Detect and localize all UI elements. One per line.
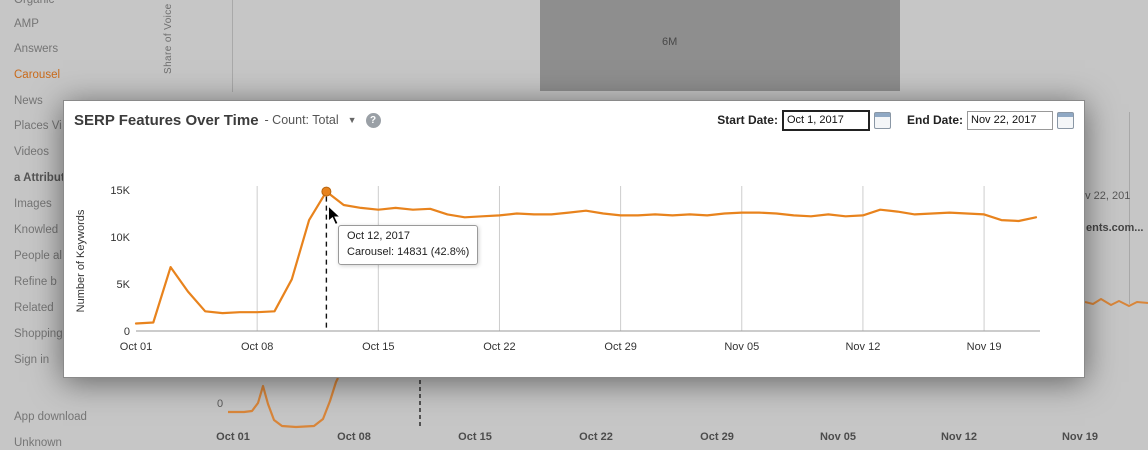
svg-text:Nov 19: Nov 19 (967, 341, 1002, 353)
tooltip-date: Oct 12, 2017 (347, 230, 410, 242)
calendar-icon[interactable] (873, 111, 891, 129)
end-date-input[interactable] (967, 110, 1053, 130)
background-axis-label: Oct 22 (579, 431, 613, 443)
date-range-controls: Start Date: End Date: (717, 109, 1074, 131)
background-gridline (1129, 112, 1130, 304)
svg-text:10K: 10K (110, 232, 130, 244)
chart-tooltip: Oct 12, 2017 Carousel: 14831 (42.8%) (338, 225, 479, 265)
svg-text:Oct 01: Oct 01 (120, 341, 152, 353)
svg-text:Nov 05: Nov 05 (724, 341, 759, 353)
svg-text:5K: 5K (117, 279, 131, 291)
background-axis-label: Nov 05 (819, 431, 857, 443)
background-chart-fragment (228, 377, 421, 429)
sidebar-item-videos[interactable]: Videos (14, 146, 49, 158)
svg-text:Nov 12: Nov 12 (845, 341, 880, 353)
svg-text:Oct 22: Oct 22 (483, 341, 515, 353)
background-text-fragment: ov 22, 201 (1079, 190, 1131, 202)
start-date-input[interactable] (781, 109, 870, 131)
sidebar-item-unknown[interactable]: Unknown (14, 437, 62, 449)
background-text-fragment: ents.com... (1086, 222, 1144, 234)
start-date-label: Start Date: (717, 113, 778, 127)
count-mode-label: - Count: Total (264, 113, 339, 127)
chart-modal: SERP Features Over Time - Count: Total ▼… (63, 100, 1085, 378)
modal-header: SERP Features Over Time - Count: Total ▼… (64, 101, 1084, 133)
svg-text:Oct 29: Oct 29 (604, 341, 636, 353)
sidebar-item-answers[interactable]: Answers (14, 43, 59, 55)
sidebar-item-shopping[interactable]: Shopping (14, 328, 63, 340)
background-chart-fragment (1085, 298, 1148, 307)
sidebar-item-places-vi[interactable]: Places Vi (14, 120, 62, 132)
sidebar-item-refine-b[interactable]: Refine b (14, 276, 57, 288)
sidebar-item-sign-in[interactable]: Sign in (14, 354, 50, 366)
sidebar-item-people-al[interactable]: People al (14, 250, 62, 262)
tooltip-value: Carousel: 14831 (42.8%) (347, 245, 470, 258)
background-axis-label: Oct 08 (337, 431, 371, 443)
chart-plot-area[interactable]: Oct 01 Oct 08 Oct 15 Oct 22 Oct 29 Nov 05 Nov … (64, 135, 1086, 379)
background-axis-label: Nov 19 (1061, 431, 1099, 443)
background-gridline (232, 0, 233, 92)
help-icon[interactable]: ? (365, 112, 381, 128)
background-axis-labels: Oct 01 Oct 08 Oct 15 Oct 22 Oct 29 Nov 05 Nov … (0, 431, 1148, 447)
calendar-icon[interactable] (1057, 111, 1074, 129)
background-axis-label: Nov 12 (940, 431, 978, 443)
sidebar-item-a-attribut[interactable]: a Attribut (14, 172, 65, 184)
sidebar-item-app-download[interactable]: App download (14, 411, 87, 423)
background-tooltip-label: 6M (662, 36, 678, 48)
background-axis-label: Oct 01 (216, 431, 250, 443)
sidebar-item-carousel[interactable]: Carousel (14, 69, 61, 81)
chevron-down-icon[interactable]: ▼ (347, 115, 357, 125)
svg-text:0: 0 (124, 326, 130, 338)
sidebar-item-images[interactable]: Images (14, 198, 52, 210)
svg-text:15K: 15K (110, 185, 130, 197)
background-tooltip-box: 6M (540, 0, 900, 91)
sidebar-item-amp[interactable]: AMP (14, 18, 39, 30)
background-axis-label: Oct 29 (700, 431, 734, 443)
page-title: SERP Features Over Time (74, 111, 259, 129)
sidebar-item-related[interactable]: Related (14, 302, 54, 314)
sidebar-item-organic[interactable]: Organic (14, 0, 55, 6)
background-axis-label: Oct 15 (458, 431, 492, 443)
sidebar-item-news[interactable]: News (14, 95, 43, 107)
sidebar-item-knowled[interactable]: Knowled (14, 224, 59, 236)
share-of-voice-axis-label: Share of Voice (163, 3, 174, 74)
svg-text:Number of Keywords: Number of Keywords (75, 209, 87, 312)
end-date-label: End Date: (906, 113, 963, 127)
svg-text:Oct 08: Oct 08 (241, 341, 273, 353)
mouse-cursor (327, 205, 341, 226)
svg-text:Oct 15: Oct 15 (362, 341, 394, 353)
background-y-tick: 0 (217, 398, 224, 410)
